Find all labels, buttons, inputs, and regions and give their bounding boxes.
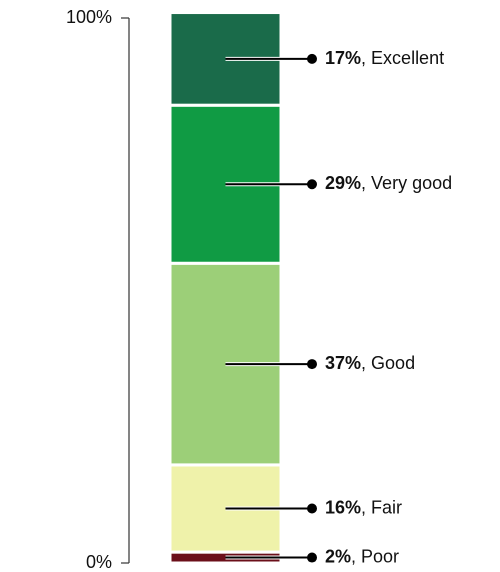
y-tick-label: 100%	[66, 7, 112, 27]
label-separator: ,	[361, 353, 371, 373]
category-label: Fair	[371, 497, 402, 517]
value-label: 29%	[325, 173, 361, 193]
segment-label: 37%, Good	[325, 353, 415, 373]
value-label: 16%	[325, 497, 361, 517]
leader-dot	[307, 503, 317, 514]
value-label: 2%	[325, 546, 351, 566]
category-label: Excellent	[371, 48, 444, 68]
label-separator: ,	[361, 497, 371, 517]
value-label: 17%	[325, 48, 361, 68]
category-label: Good	[371, 353, 415, 373]
value-label: 37%	[325, 353, 361, 373]
leader-dot	[307, 552, 317, 563]
leader-dot	[307, 359, 317, 370]
leader-dot	[307, 179, 317, 190]
category-label: Very good	[371, 173, 452, 193]
segment-label: 29%, Very good	[325, 173, 452, 193]
label-separator: ,	[361, 173, 371, 193]
segment-label: 17%, Excellent	[325, 48, 444, 68]
y-tick-label: 0%	[86, 552, 112, 572]
segment-label: 2%, Poor	[325, 546, 399, 566]
leader-dot	[307, 53, 317, 64]
label-separator: ,	[361, 48, 371, 68]
segment-label: 16%, Fair	[325, 497, 402, 517]
label-separator: ,	[351, 546, 361, 566]
category-label: Poor	[361, 546, 399, 566]
